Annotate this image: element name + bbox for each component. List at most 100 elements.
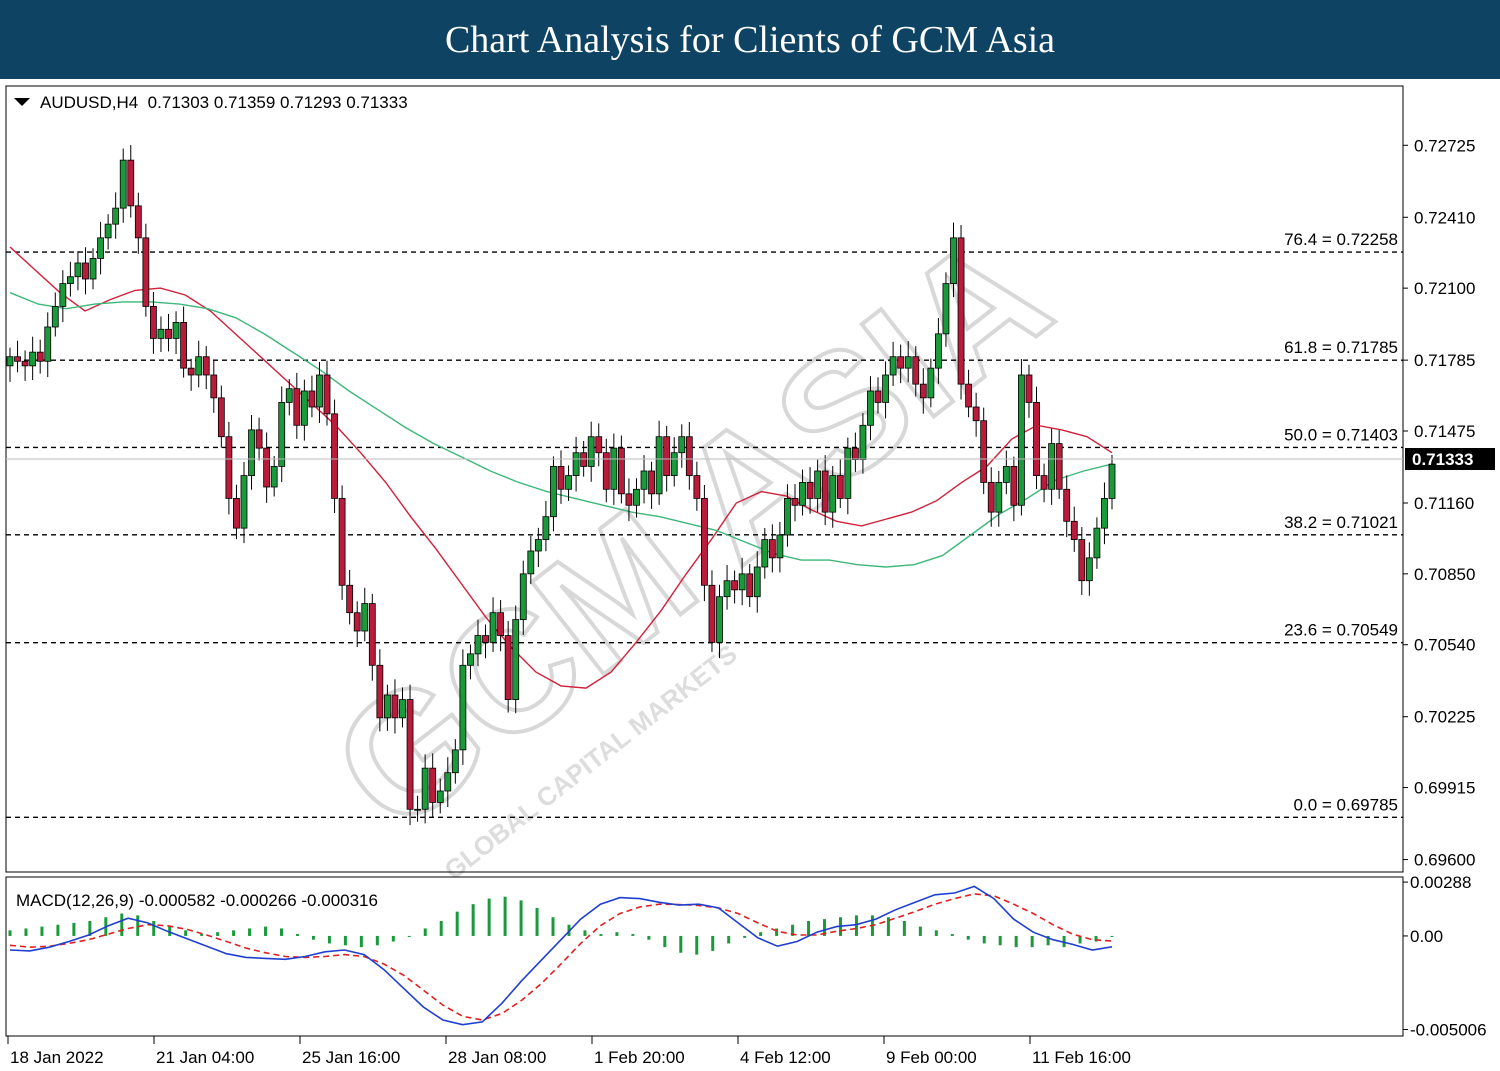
candle-81 <box>617 435 625 504</box>
candle-57 <box>436 778 444 814</box>
candle-body <box>904 356 912 369</box>
candle-113 <box>859 413 867 474</box>
candle-body <box>512 619 520 700</box>
candle-body <box>285 388 293 403</box>
symbol-menu-arrow[interactable] <box>14 98 30 106</box>
page-title-banner: Chart Analysis for Clients of GCM Asia <box>0 0 1500 79</box>
candle-body <box>1040 475 1048 490</box>
candle-body <box>542 516 550 540</box>
candle-body <box>150 306 157 339</box>
candle-29 <box>225 421 233 515</box>
macd-signal-line <box>9 893 1113 1021</box>
candle-70 <box>534 527 542 567</box>
candle-140 <box>1063 475 1071 538</box>
fib-label-5: 0.0 = 0.69785 <box>1294 795 1398 814</box>
candle-59 <box>451 739 459 784</box>
candle-62 <box>474 619 482 667</box>
candle-141 <box>1070 506 1078 552</box>
price-tick-label-2: 0.72100 <box>1414 279 1475 298</box>
candle-114 <box>867 376 874 441</box>
candle-31 <box>240 461 248 544</box>
candle-110 <box>836 459 844 508</box>
candle-body <box>995 482 1003 513</box>
candle-129 <box>980 407 988 495</box>
price-tick-label-10: 0.69600 <box>1414 851 1475 870</box>
candle-33 <box>255 417 263 461</box>
candle-96 <box>731 570 739 604</box>
candle-64 <box>489 597 497 652</box>
candle-91 <box>693 461 701 511</box>
candle-9 <box>74 251 82 291</box>
fib-label-bg-3 <box>1250 510 1400 532</box>
candle-99 <box>753 551 761 613</box>
candle-25 <box>195 340 203 388</box>
candle-105 <box>799 469 806 516</box>
candle-body <box>406 699 414 810</box>
candle-39 <box>300 379 308 441</box>
candle-body <box>1108 463 1116 499</box>
candle-body <box>587 436 595 467</box>
candle-body <box>323 374 331 415</box>
candle-41 <box>316 362 323 423</box>
candle-body <box>293 388 301 426</box>
candle-body <box>791 498 799 506</box>
candle-body <box>119 159 127 209</box>
candle-135 <box>1025 364 1033 418</box>
candle-body <box>678 436 686 454</box>
candle-100 <box>761 528 769 579</box>
candle-67 <box>512 605 520 714</box>
candle-body <box>1093 527 1101 559</box>
candle-body <box>761 539 769 568</box>
candle-75 <box>572 436 580 492</box>
candle-body <box>451 749 459 774</box>
candle-127 <box>965 369 972 418</box>
time-tick-label-0: 18 Jan 2022 <box>10 1048 104 1067</box>
candle-body <box>331 413 338 499</box>
candle-body <box>482 635 489 643</box>
candle-body <box>474 635 482 655</box>
candle-15 <box>119 148 127 223</box>
candle-body <box>263 447 271 488</box>
candle-7 <box>59 270 67 323</box>
price-tick-label-0: 0.72725 <box>1414 136 1475 155</box>
candle-body <box>859 424 867 460</box>
candle-79 <box>602 438 610 503</box>
candle-86 <box>655 420 663 505</box>
candle-43 <box>331 399 338 514</box>
candle-47 <box>361 587 369 642</box>
candle-63 <box>482 624 489 659</box>
candle-body <box>368 603 376 666</box>
candle-45 <box>346 570 354 625</box>
candle-138 <box>1048 428 1056 505</box>
candle-body <box>14 356 21 362</box>
candle-112 <box>851 432 859 472</box>
candle-46 <box>353 601 361 647</box>
fib-label-4: 23.6 = 0.70549 <box>1284 621 1398 640</box>
candle-body <box>270 466 278 488</box>
candle-body <box>421 767 429 810</box>
time-tick-label-2: 25 Jan 16:00 <box>302 1048 400 1067</box>
candle-body <box>346 584 354 614</box>
candle-145 <box>1101 482 1108 545</box>
candle-body <box>882 374 889 403</box>
candle-120 <box>912 346 920 397</box>
candle-body <box>648 470 655 495</box>
candle-2 <box>21 350 29 381</box>
page-title: Chart Analysis for Clients of GCM Asia <box>444 18 1056 61</box>
candle-115 <box>874 377 882 414</box>
candle-body <box>21 360 29 367</box>
fib-label-bg-4 <box>1250 618 1400 640</box>
candle-35 <box>270 455 278 497</box>
candle-body <box>1033 402 1040 476</box>
candle-97 <box>738 557 746 606</box>
candle-21 <box>165 313 172 352</box>
candle-27 <box>210 359 218 413</box>
price-tick-label-9: 0.69915 <box>1414 779 1475 798</box>
candle-body <box>308 390 316 408</box>
candle-6 <box>51 292 59 337</box>
candle-28 <box>217 385 225 448</box>
fib-label-bg-1 <box>1250 336 1400 358</box>
candle-body <box>44 326 52 362</box>
candle-body <box>74 262 82 278</box>
candle-body <box>391 694 399 719</box>
